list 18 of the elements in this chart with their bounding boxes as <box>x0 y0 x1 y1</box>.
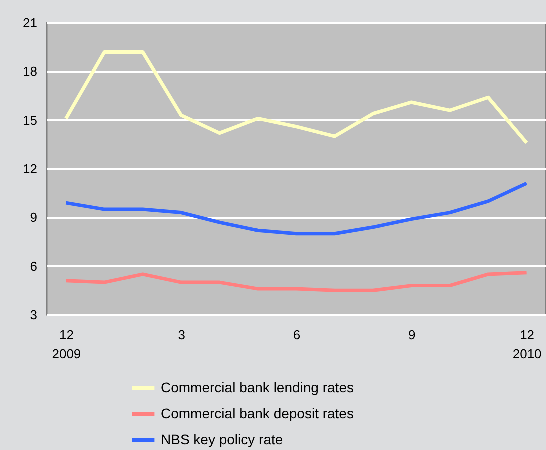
y-tick-label: 12 <box>23 162 38 176</box>
y-tick-label: 21 <box>23 16 38 30</box>
legend-label: Commercial bank deposit rates <box>161 406 354 422</box>
y-tick-label: 3 <box>30 308 38 322</box>
x-tick-label: 12 2009 <box>52 328 82 362</box>
line-series <box>64 271 529 292</box>
line-series <box>64 50 529 145</box>
legend-label: Commercial bank lending rates <box>161 380 354 396</box>
x-tick-label: 12 2010 <box>512 328 542 362</box>
legend-label: NBS key policy rate <box>161 432 284 448</box>
y-tick-label: 9 <box>30 210 38 226</box>
x-tick-label: 6 <box>293 328 301 342</box>
x-tick-label: 3 <box>178 328 186 342</box>
y-tick-label: 6 <box>30 258 38 274</box>
y-tick-label: 15 <box>23 112 38 128</box>
y-tick-label: 18 <box>23 64 38 80</box>
line-series <box>64 182 529 236</box>
x-tick-label: 9 <box>408 328 416 342</box>
